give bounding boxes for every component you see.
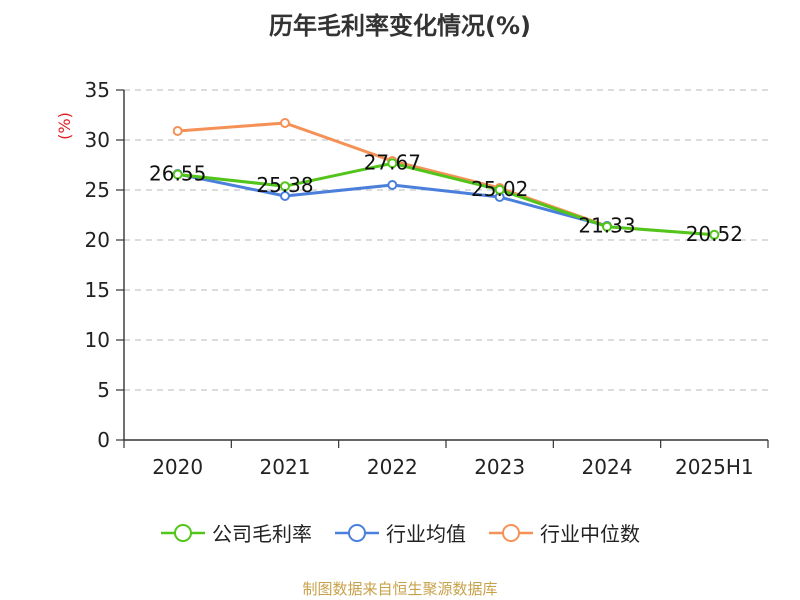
x-tick-label: 2024 xyxy=(582,455,633,479)
data-label: 20.52 xyxy=(686,222,743,246)
legend-swatch xyxy=(335,523,379,542)
data-point xyxy=(709,229,720,240)
y-tick-label: 0 xyxy=(97,428,110,452)
legend-item: 公司毛利率 xyxy=(160,518,312,547)
axes: 0 5 10 15 20 25 30 35 2020 2021 2022 2023 2024 2025H1 xyxy=(85,78,769,479)
data-point xyxy=(387,158,398,169)
y-tick-label: 25 xyxy=(85,178,110,202)
legend-label: 行业中位数 xyxy=(540,522,640,546)
y-tick-label: 10 xyxy=(85,328,110,352)
y-tick-label: 20 xyxy=(85,228,110,252)
y-tick-label: 35 xyxy=(85,78,110,102)
data-point xyxy=(172,169,183,180)
x-tick-label: 2020 xyxy=(152,455,203,479)
data-point xyxy=(494,184,505,195)
y-tick-label: 15 xyxy=(85,278,110,302)
data-point xyxy=(280,181,290,192)
y-tick-label: 5 xyxy=(97,378,110,402)
data-label: 27.67 xyxy=(364,150,421,174)
x-tick-label: 2025H1 xyxy=(675,455,754,479)
grid-lines xyxy=(124,89,768,391)
series-line xyxy=(177,121,608,228)
data-labels: 26.55 25.38 27.67 25.02 21.33 20.52 xyxy=(149,150,743,246)
data-point xyxy=(602,221,612,232)
data-point xyxy=(387,180,398,190)
chart-title: 历年毛利率变化情况(%) xyxy=(269,12,531,40)
data-point xyxy=(280,118,290,128)
data-label: 21.33 xyxy=(578,214,635,238)
legend-swatch xyxy=(161,523,205,542)
x-tick-label: 2022 xyxy=(367,455,418,479)
y-tick-label: 30 xyxy=(85,128,110,152)
x-tick-label: 2023 xyxy=(474,455,525,479)
source-note: 制图数据来自恒生聚源数据库 xyxy=(302,580,498,598)
legend-label: 公司毛利率 xyxy=(212,522,312,546)
series-lines xyxy=(172,118,720,240)
legend-label: 行业均值 xyxy=(386,522,466,546)
data-point xyxy=(172,126,183,136)
data-label: 26.55 xyxy=(149,162,206,186)
data-label: 25.02 xyxy=(471,177,528,201)
y-axis-title: (%) xyxy=(55,112,74,140)
legend-item: 行业中位数 xyxy=(488,518,640,547)
data-point xyxy=(280,191,290,201)
data-label: 25.38 xyxy=(256,173,313,197)
series-line xyxy=(177,161,715,237)
legend-item: 行业均值 xyxy=(334,518,466,547)
legend: 公司毛利率 行业均值 行业中位数 xyxy=(0,518,800,547)
legend-swatch xyxy=(489,523,533,542)
x-tick-label: 2021 xyxy=(260,455,311,479)
